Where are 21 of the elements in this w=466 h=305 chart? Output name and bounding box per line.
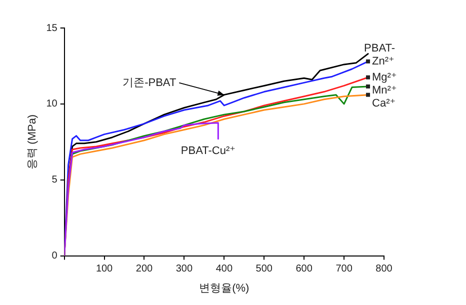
y-tick-label: 0 (52, 250, 58, 262)
series-label: Mg²⁺ (372, 71, 397, 84)
x-tick-label: 300 (176, 264, 193, 275)
x-tick-label: 800 (376, 264, 393, 275)
x-tick-label: 400 (216, 264, 233, 275)
y-tick-label: 10 (46, 98, 58, 110)
x-tick-label: 100 (96, 264, 114, 275)
x-axis-title: 변형율(%) (199, 282, 250, 294)
y-axis-title: 응력 (MPa) (26, 114, 39, 170)
annotation: 기존-PBAT (122, 76, 176, 89)
series-label: Mn²⁺ (372, 84, 397, 96)
y-tick-label: 5 (52, 174, 58, 186)
series-label: Zn²⁺ (372, 55, 395, 68)
x-tick-label: 500 (256, 264, 273, 275)
annotation: PBAT- (364, 42, 396, 54)
x-tick-label: 700 (336, 264, 353, 275)
annotation: PBAT-Cu²⁺ (180, 144, 236, 157)
y-tick-label: 15 (46, 22, 58, 34)
x-tick-label: 600 (296, 264, 313, 275)
x-tick-label: 200 (136, 264, 154, 275)
series-label: Ca²⁺ (372, 97, 396, 110)
